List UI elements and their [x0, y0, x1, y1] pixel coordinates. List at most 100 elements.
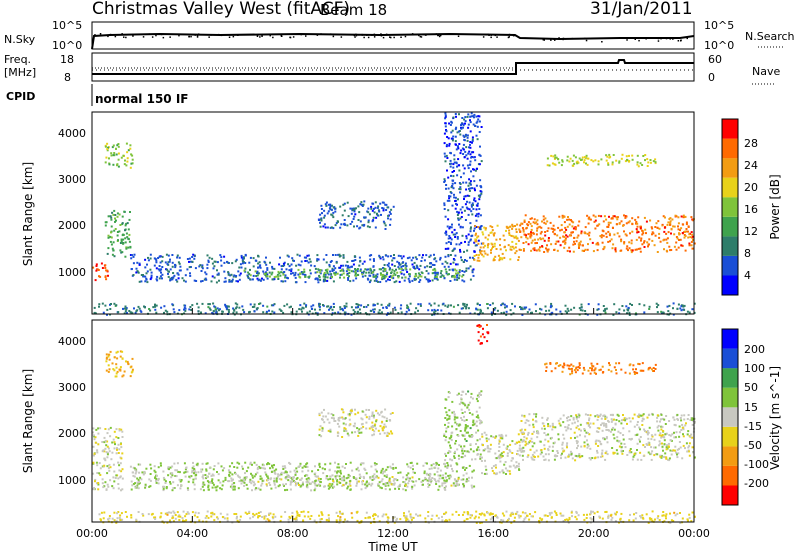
data-cell	[381, 276, 384, 279]
data-cell	[487, 438, 490, 441]
data-cell	[131, 158, 134, 161]
noise-point	[672, 37, 675, 40]
data-cell	[448, 142, 451, 145]
data-cell	[500, 312, 503, 314]
noise-point	[562, 38, 564, 41]
noise-point	[562, 37, 565, 40]
data-cell	[385, 306, 388, 309]
data-cell	[453, 484, 456, 487]
data-cell	[310, 305, 313, 308]
data-cell	[551, 311, 554, 314]
data-cell	[190, 309, 193, 311]
data-cell	[324, 415, 327, 418]
data-cell	[249, 478, 252, 481]
data-cell	[660, 413, 663, 416]
data-cell	[512, 225, 514, 228]
data-cell	[470, 226, 472, 229]
data-cell	[465, 305, 468, 308]
data-cell	[636, 458, 639, 461]
data-cell	[179, 487, 182, 490]
data-cell	[677, 418, 679, 421]
data-cell	[687, 230, 689, 233]
data-cell	[219, 254, 222, 257]
data-cell	[621, 153, 624, 156]
data-cell	[249, 463, 252, 466]
data-cell	[301, 466, 304, 469]
data-cell	[520, 306, 523, 309]
data-cell	[129, 254, 132, 256]
data-cell	[387, 304, 389, 307]
data-cell	[459, 186, 462, 189]
data-cell	[465, 146, 468, 149]
data-cell	[342, 269, 345, 272]
data-cell	[184, 274, 187, 277]
data-cell	[434, 257, 437, 260]
data-cell	[278, 484, 281, 487]
data-cell	[386, 271, 389, 274]
data-cell	[465, 181, 468, 184]
data-cell	[444, 407, 447, 409]
data-cell	[384, 203, 387, 206]
data-cell	[374, 427, 377, 430]
data-cell	[605, 307, 608, 310]
data-cell	[667, 442, 670, 445]
data-cell	[589, 414, 592, 417]
data-cell	[207, 481, 210, 484]
data-cell	[468, 464, 471, 467]
data-cell	[413, 261, 416, 264]
data-cell	[107, 355, 110, 358]
data-cell	[631, 217, 634, 220]
data-cell	[533, 456, 536, 458]
data-cell	[576, 442, 579, 445]
data-cell	[476, 120, 479, 123]
data-cell	[443, 202, 446, 205]
data-cell	[363, 477, 365, 480]
data-cell	[578, 428, 581, 431]
data-cell	[268, 309, 270, 312]
data-cell	[307, 469, 310, 472]
data-cell	[402, 261, 405, 264]
data-cell	[551, 445, 554, 448]
data-cell	[478, 195, 481, 198]
data-cell	[104, 447, 107, 450]
data-cell	[462, 390, 465, 393]
data-cell	[304, 281, 307, 284]
data-cell	[390, 208, 393, 211]
data-cell	[425, 254, 428, 257]
data-cell	[220, 488, 223, 491]
data-cell	[153, 469, 156, 472]
data-cell	[343, 429, 346, 432]
data-cell	[154, 308, 157, 311]
data-cell	[235, 275, 238, 277]
data-cell	[455, 470, 458, 473]
noise-point	[419, 35, 422, 38]
data-cell	[691, 235, 694, 238]
data-cell	[346, 432, 349, 435]
data-cell	[385, 313, 388, 316]
data-cell	[505, 249, 507, 252]
data-cell	[365, 421, 368, 424]
data-cell	[445, 272, 448, 275]
data-cell	[520, 450, 523, 453]
data-cell	[408, 477, 411, 480]
data-cell	[445, 154, 448, 157]
data-cell	[636, 372, 639, 375]
data-cell	[612, 313, 615, 316]
data-cell	[335, 222, 338, 225]
data-cell	[207, 484, 210, 487]
data-cell	[500, 452, 503, 455]
data-cell	[244, 472, 246, 475]
data-cell	[390, 276, 393, 279]
data-cell	[623, 242, 626, 245]
data-cell	[173, 311, 176, 314]
data-cell	[571, 225, 574, 228]
data-cell	[164, 480, 167, 483]
data-cell	[288, 306, 291, 309]
noise-point	[99, 33, 102, 35]
data-cell	[396, 271, 399, 274]
data-cell	[651, 239, 654, 242]
data-cell	[543, 444, 546, 447]
data-cell	[465, 267, 468, 270]
data-cell	[535, 413, 538, 416]
data-cell	[445, 485, 447, 488]
